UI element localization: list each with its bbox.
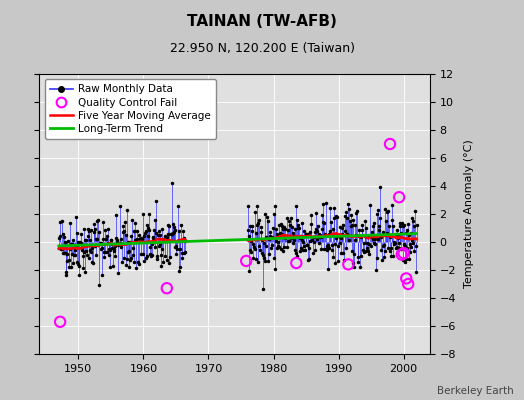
Point	[386, 141, 394, 147]
Point	[404, 281, 412, 287]
Text: Berkeley Earth: Berkeley Earth	[437, 386, 514, 396]
Point	[398, 251, 406, 258]
Legend: Raw Monthly Data, Quality Control Fail, Five Year Moving Average, Long-Term Tren: Raw Monthly Data, Quality Control Fail, …	[45, 79, 216, 139]
Y-axis label: Temperature Anomaly (°C): Temperature Anomaly (°C)	[464, 140, 474, 288]
Text: 22.950 N, 120.200 E (Taiwan): 22.950 N, 120.200 E (Taiwan)	[169, 42, 355, 55]
Point	[402, 275, 410, 282]
Point	[242, 258, 250, 264]
Point	[395, 194, 403, 200]
Point	[56, 318, 64, 325]
Point	[292, 260, 300, 266]
Text: TAINAN (TW-AFB): TAINAN (TW-AFB)	[187, 14, 337, 29]
Point	[162, 285, 171, 291]
Point	[344, 261, 353, 268]
Point	[399, 250, 408, 256]
